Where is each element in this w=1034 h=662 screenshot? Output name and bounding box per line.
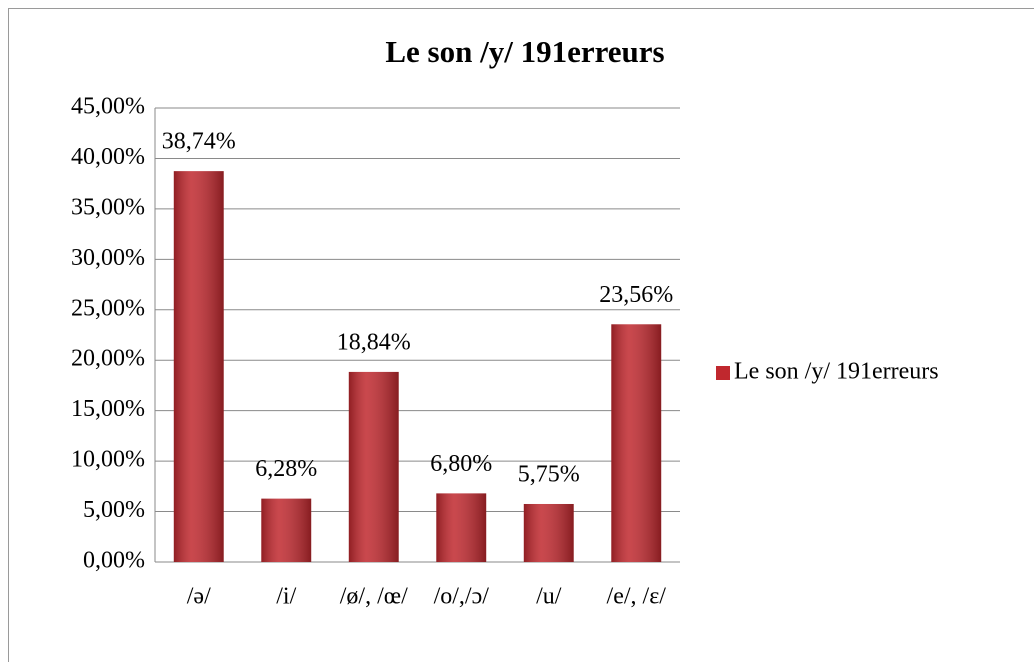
legend-swatch [716, 366, 730, 380]
y-tick-label: 15,00% [71, 396, 145, 422]
x-tick-label: /e/, /ɛ/ [607, 584, 667, 610]
bar [436, 493, 487, 562]
y-tick-label: 10,00% [71, 447, 145, 473]
y-tick-label: 30,00% [71, 245, 145, 271]
bar [611, 324, 662, 562]
data-label: 5,75% [518, 461, 580, 487]
chart-frame [8, 8, 1034, 662]
y-tick-label: 25,00% [71, 295, 145, 321]
x-tick-label: /ə/ [187, 584, 211, 610]
x-tick-label: /u/ [536, 584, 562, 610]
legend-label: Le son /y/ 191erreurs [734, 359, 939, 385]
data-label: 23,56% [599, 282, 673, 308]
x-tick-label: /i/ [276, 584, 296, 610]
y-tick-label: 0,00% [83, 548, 145, 574]
bar [523, 503, 574, 562]
x-tick-label: /ø/, /œ/ [340, 584, 408, 610]
data-label: 6,28% [255, 456, 317, 482]
y-tick-label: 40,00% [71, 144, 145, 170]
bar [173, 171, 224, 563]
y-tick-label: 35,00% [71, 194, 145, 220]
bar [261, 498, 312, 562]
chart-title: Le son /y/ 191erreurs [385, 34, 664, 69]
y-tick-label: 5,00% [83, 497, 145, 523]
y-tick-label: 20,00% [71, 346, 145, 372]
data-label: 38,74% [162, 129, 236, 155]
data-label: 18,84% [337, 329, 411, 355]
data-label: 6,80% [430, 451, 492, 477]
y-tick-label: 45,00% [71, 94, 145, 120]
x-tick-label: /o/,/ɔ/ [434, 584, 490, 610]
bar [348, 371, 399, 562]
